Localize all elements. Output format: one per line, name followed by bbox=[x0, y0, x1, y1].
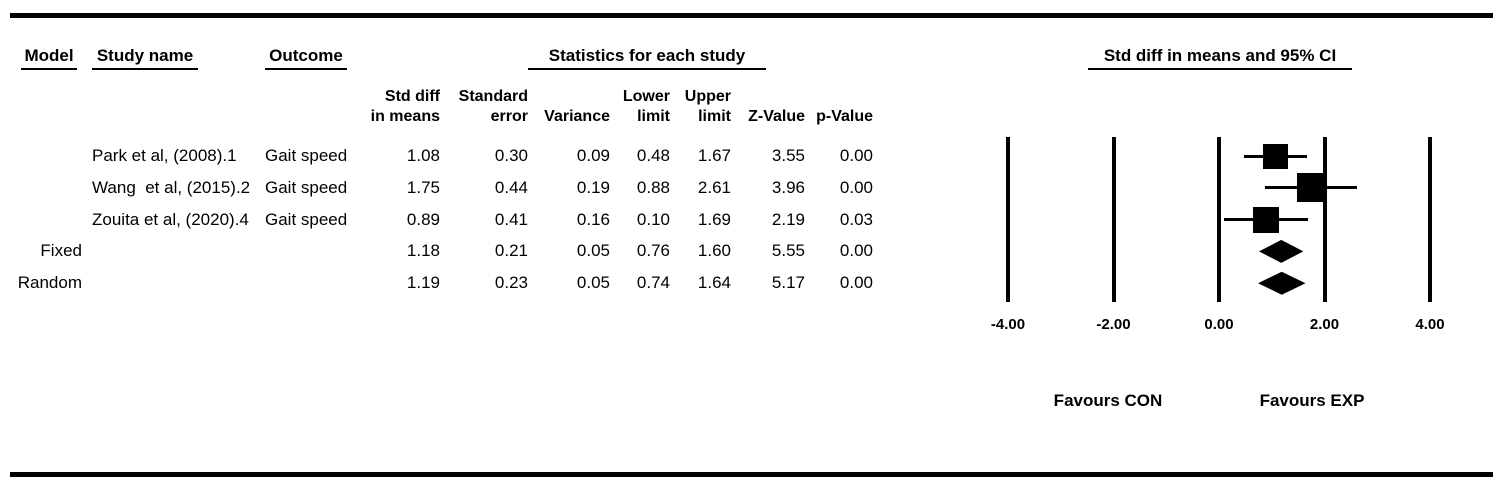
column-header-study-name: Study name bbox=[92, 44, 198, 70]
favours-exp-label: Favours EXP bbox=[1259, 391, 1365, 410]
z-value-cell: 5.17 bbox=[771, 273, 805, 292]
lower-limit-cell: 0.10 bbox=[636, 210, 670, 229]
std-diff-cell: 1.19 bbox=[406, 273, 440, 292]
lower-limit-cell: 0.76 bbox=[636, 241, 670, 260]
lower-limit-cell: 0.48 bbox=[636, 146, 670, 165]
column-header-p-value: p-Value bbox=[816, 108, 873, 125]
study-name-cell: Zouita et al, (2020).4 bbox=[92, 210, 249, 229]
column-header-lower-limit: Lower limit bbox=[622, 88, 670, 125]
std-error-cell: 0.21 bbox=[494, 241, 528, 260]
std-diff-cell: 1.08 bbox=[406, 146, 440, 165]
p-value-cell: 0.00 bbox=[839, 178, 873, 197]
summary-diamond-marker bbox=[1259, 239, 1304, 263]
variance-cell: 0.19 bbox=[576, 178, 610, 197]
axis-gridline bbox=[1111, 137, 1116, 302]
upper-limit-cell: 2.61 bbox=[697, 178, 731, 197]
model-cell: Fixed bbox=[40, 241, 82, 260]
p-value-cell: 0.00 bbox=[839, 273, 873, 292]
column-header-standard-error: Standard error bbox=[458, 88, 528, 125]
axis-gridline bbox=[1428, 137, 1432, 302]
study-name-cell: Park et al, (2008).1 bbox=[92, 146, 237, 165]
outcome-cell: Gait speed bbox=[265, 178, 348, 197]
table-row: Park et al, (2008).1 Gait speed 1.08 0.3… bbox=[0, 140, 960, 172]
study-point-estimate-marker bbox=[1296, 173, 1326, 203]
axis-tick-label: 4.00 bbox=[1415, 316, 1445, 333]
std-diff-cell: 1.18 bbox=[406, 241, 440, 260]
lower-limit-cell: 0.88 bbox=[636, 178, 670, 197]
std-diff-cell: 0.89 bbox=[406, 210, 440, 229]
p-value-cell: 0.03 bbox=[839, 210, 873, 229]
variance-cell: 0.05 bbox=[576, 273, 610, 292]
axis-tick-label: 0.00 bbox=[1204, 316, 1234, 333]
p-value-cell: 0.00 bbox=[839, 146, 873, 165]
study-point-estimate-marker bbox=[1263, 143, 1289, 169]
std-error-cell: 0.30 bbox=[494, 146, 528, 165]
column-group-plot-title: Std diff in means and 95% CI bbox=[1088, 44, 1352, 70]
column-header-std-diff-in-means: Std diff in means bbox=[370, 88, 440, 125]
axis-tick-label: -4.00 bbox=[990, 316, 1026, 333]
upper-limit-cell: 1.64 bbox=[697, 273, 731, 292]
z-value-cell: 3.55 bbox=[771, 146, 805, 165]
axis-tick-label: 2.00 bbox=[1309, 316, 1340, 333]
axis-gridline bbox=[1322, 137, 1327, 302]
std-error-cell: 0.41 bbox=[494, 210, 528, 229]
table-row: Random 1.19 0.23 0.05 0.74 1.64 5.17 0.0… bbox=[0, 267, 960, 299]
outcome-cell: Gait speed bbox=[265, 146, 348, 165]
table-row: Fixed 1.18 0.21 0.05 0.76 1.60 5.55 0.00 bbox=[0, 235, 960, 267]
column-header-outcome: Outcome bbox=[265, 44, 347, 70]
study-name-cell: Wang et al, (2015).2 bbox=[92, 178, 251, 197]
axis-gridline bbox=[1006, 137, 1010, 302]
table-row: Wang et al, (2015).2 Gait speed 1.75 0.4… bbox=[0, 172, 960, 204]
column-header-upper-limit: Upper limit bbox=[684, 88, 731, 125]
top-rule bbox=[10, 13, 1493, 18]
z-value-cell: 2.19 bbox=[771, 210, 805, 229]
column-header-model: Model bbox=[21, 44, 77, 70]
variance-cell: 0.16 bbox=[576, 210, 610, 229]
summary-diamond-marker bbox=[1258, 271, 1306, 295]
std-diff-cell: 1.75 bbox=[406, 178, 440, 197]
table-row: Zouita et al, (2020).4 Gait speed 0.89 0… bbox=[0, 204, 960, 236]
upper-limit-cell: 1.67 bbox=[697, 146, 731, 165]
p-value-cell: 0.00 bbox=[839, 241, 873, 260]
z-value-cell: 5.55 bbox=[771, 241, 805, 260]
upper-limit-cell: 1.69 bbox=[697, 210, 731, 229]
z-value-cell: 3.96 bbox=[771, 178, 805, 197]
bottom-rule bbox=[10, 472, 1493, 477]
lower-limit-cell: 0.74 bbox=[636, 273, 670, 292]
study-point-estimate-marker bbox=[1252, 206, 1279, 233]
variance-cell: 0.09 bbox=[576, 146, 610, 165]
column-header-variance: Variance bbox=[544, 108, 610, 125]
variance-cell: 0.05 bbox=[576, 241, 610, 260]
std-error-cell: 0.23 bbox=[494, 273, 528, 292]
favours-con-label: Favours CON bbox=[1053, 391, 1163, 410]
column-group-statistics: Statistics for each study bbox=[528, 44, 766, 70]
model-cell: Random bbox=[17, 273, 82, 292]
column-header-z-value: Z-Value bbox=[748, 108, 805, 125]
std-error-cell: 0.44 bbox=[494, 178, 528, 197]
upper-limit-cell: 1.60 bbox=[697, 241, 731, 260]
axis-tick-label: -2.00 bbox=[1096, 316, 1131, 333]
outcome-cell: Gait speed bbox=[265, 210, 348, 229]
axis-gridline bbox=[1217, 137, 1221, 302]
